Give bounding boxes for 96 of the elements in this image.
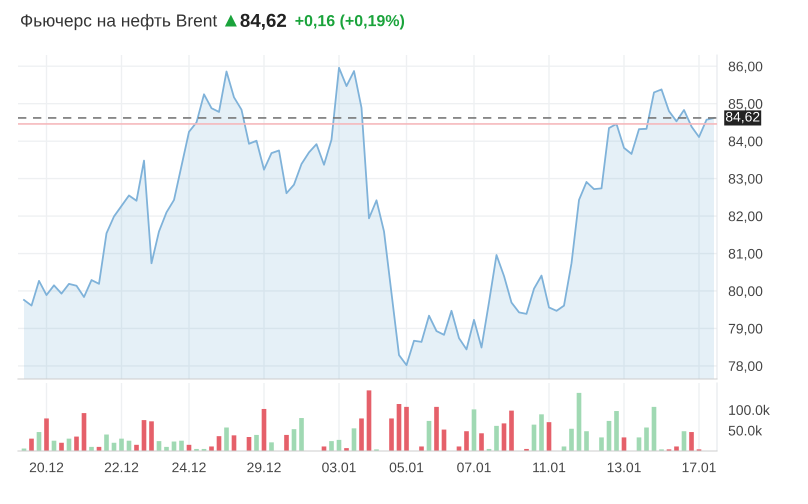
bar	[224, 428, 229, 451]
bar	[36, 432, 42, 451]
bar	[479, 433, 484, 451]
bar	[584, 431, 589, 451]
bar	[246, 436, 252, 451]
bar	[509, 410, 514, 451]
y-tick-label: 100.0k	[729, 404, 770, 415]
y-tick-label: 83,00	[728, 174, 762, 186]
y-tick-label: 85,00	[728, 99, 762, 111]
bar	[254, 434, 259, 451]
bar	[456, 446, 462, 451]
bar	[119, 438, 124, 451]
bar	[172, 442, 176, 451]
bar	[472, 409, 476, 451]
x-tick-label: 03.01	[322, 462, 356, 472]
bar	[262, 408, 266, 451]
bar	[74, 436, 79, 451]
y-tick-label: 78,00	[728, 361, 762, 373]
bar	[682, 431, 686, 451]
bar	[576, 392, 582, 451]
ref-line-label: 84,62	[726, 112, 760, 124]
bar	[232, 435, 236, 451]
bar	[366, 390, 372, 451]
bar	[209, 446, 214, 451]
y-tick-label: 80,00	[728, 286, 762, 298]
bar	[186, 444, 192, 451]
y-tick-label: 86,00	[728, 62, 762, 74]
bar	[179, 440, 184, 451]
x-tick-label: 24.12	[172, 462, 206, 472]
bar	[89, 446, 94, 451]
bar	[156, 441, 162, 451]
bar	[269, 442, 274, 451]
bar	[426, 420, 432, 451]
bar	[636, 437, 642, 451]
bar	[52, 440, 56, 451]
bar	[29, 438, 34, 451]
bar	[674, 446, 679, 451]
bar	[644, 428, 649, 451]
bar	[112, 442, 116, 451]
bar	[149, 421, 154, 451]
x-tick-label: 11.01	[533, 462, 566, 472]
x-tick-label: 07.01	[457, 462, 491, 472]
bar	[562, 446, 566, 451]
text: +0,16 (+0,19%)	[295, 14, 404, 30]
y-tick-label: 82,00	[728, 211, 762, 223]
x-tick-label: 20.12	[30, 462, 64, 472]
bar	[622, 437, 626, 451]
bar	[502, 423, 506, 451]
bar	[599, 437, 604, 451]
bar	[329, 441, 334, 451]
bar	[284, 434, 289, 451]
bar	[59, 442, 64, 451]
bar	[419, 446, 424, 451]
bar	[352, 428, 356, 451]
bar	[142, 420, 146, 451]
bar	[652, 406, 656, 451]
y-tick-label: 79,00	[728, 324, 762, 336]
bar	[344, 448, 349, 451]
bar	[82, 413, 86, 451]
bar	[359, 418, 364, 451]
x-tick-label: 17.01	[682, 462, 716, 472]
bar	[126, 440, 132, 451]
bar	[494, 426, 499, 451]
bar	[96, 446, 102, 451]
x-tick-label: 29.12	[247, 462, 281, 472]
bar	[464, 431, 469, 451]
bar	[216, 436, 222, 451]
bar	[546, 422, 552, 451]
x-tick-label: 13.01	[608, 462, 641, 472]
bar	[299, 418, 304, 451]
bar	[389, 418, 394, 451]
y-tick-label: 81,00	[728, 248, 762, 260]
bar	[434, 406, 439, 451]
bar	[292, 429, 296, 451]
bar	[322, 446, 326, 451]
bar	[614, 411, 619, 451]
bar	[164, 446, 169, 451]
text: 84,62	[240, 14, 286, 30]
x-tick-label: 05.01	[390, 462, 424, 472]
bar	[336, 440, 342, 451]
bar	[134, 444, 139, 451]
x-tick-label: 22.12	[104, 462, 138, 472]
y-tick-label: 50.0k	[728, 425, 762, 436]
y-tick-label: 84,00	[728, 136, 762, 148]
bar	[539, 414, 544, 451]
bar	[532, 424, 536, 451]
bar	[569, 428, 574, 451]
bar	[66, 438, 72, 451]
chart-title: Фьючерс на нефть Brent	[21, 14, 218, 30]
bar	[442, 430, 446, 451]
bar	[104, 434, 109, 451]
bar	[606, 420, 612, 451]
bar	[404, 406, 409, 451]
bar	[44, 418, 49, 451]
bar	[689, 432, 694, 451]
bar	[396, 404, 402, 451]
